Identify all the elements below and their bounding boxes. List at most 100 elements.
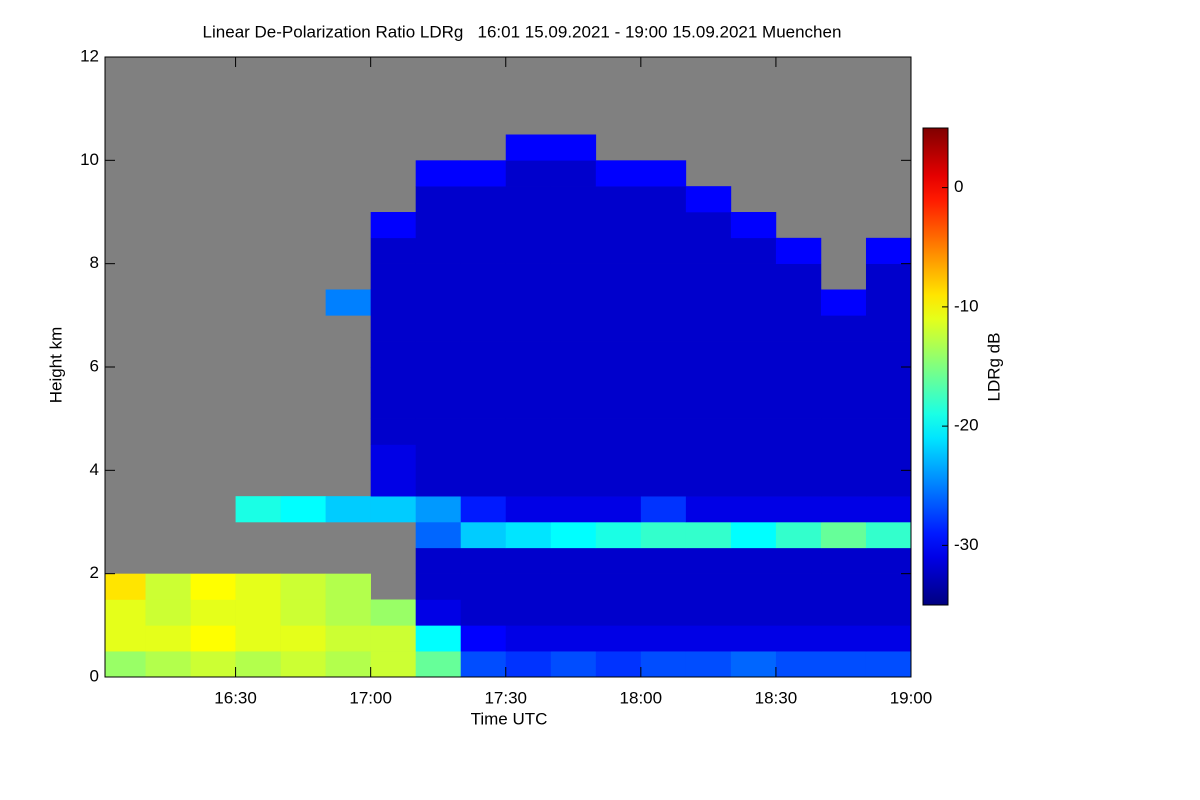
- heat-cell: [595, 444, 642, 471]
- heat-cell: [460, 289, 507, 316]
- heat-cell: [105, 599, 146, 626]
- heat-cell: [775, 547, 822, 574]
- heat-cell: [820, 470, 867, 497]
- heat-cell: [865, 418, 912, 445]
- colorbar-tick-label: -20: [954, 416, 979, 435]
- x-tick-label: 18:30: [755, 688, 798, 707]
- heat-cell: [640, 392, 687, 419]
- heat-cell: [190, 625, 236, 652]
- heat-cell: [415, 341, 462, 368]
- heat-cell: [595, 367, 642, 394]
- heat-cell: [550, 212, 597, 239]
- heat-cell: [550, 392, 597, 419]
- heat-cell: [370, 212, 416, 239]
- heat-cell: [865, 651, 912, 678]
- heat-cell: [640, 625, 687, 652]
- heat-cell: [640, 573, 687, 600]
- heat-cell: [550, 418, 597, 445]
- heat-cell: [685, 573, 732, 600]
- heat-cell: [730, 263, 777, 290]
- heat-cell: [865, 263, 912, 290]
- heat-cell: [685, 418, 732, 445]
- heat-cell: [775, 470, 822, 497]
- colorbar-tick-label: 0: [954, 177, 963, 196]
- heat-cell: [775, 573, 822, 600]
- heat-cell: [595, 418, 642, 445]
- heat-cell: [460, 315, 507, 342]
- heat-cell: [460, 237, 507, 264]
- heat-cell: [550, 625, 597, 652]
- heat-cell: [730, 522, 777, 549]
- heat-cell: [685, 367, 732, 394]
- heat-cell: [550, 315, 597, 342]
- heat-cell: [505, 625, 552, 652]
- heat-cell: [865, 444, 912, 471]
- heat-cell: [595, 212, 642, 239]
- heat-cell: [505, 315, 552, 342]
- heat-cell: [415, 470, 462, 497]
- heat-cell: [640, 470, 687, 497]
- heat-cell: [775, 315, 822, 342]
- heat-cell: [595, 496, 642, 523]
- heat-cell: [595, 341, 642, 368]
- heat-cell: [550, 522, 597, 549]
- x-tick-label: 19:00: [890, 688, 933, 707]
- heat-cell: [460, 522, 507, 549]
- heat-cell: [865, 289, 912, 316]
- heat-cell: [595, 625, 642, 652]
- heat-cell: [145, 599, 191, 626]
- heat-cell: [550, 470, 597, 497]
- heat-cell: [145, 625, 191, 652]
- heat-cell: [550, 573, 597, 600]
- y-tick-label: 8: [90, 253, 99, 272]
- heat-cell: [325, 496, 371, 523]
- x-tick-label: 16:30: [214, 688, 257, 707]
- heat-cell: [820, 651, 867, 678]
- heat-cell: [550, 134, 597, 161]
- heat-cell: [505, 547, 552, 574]
- heat-cell: [280, 625, 326, 652]
- heat-cell: [505, 289, 552, 316]
- heat-cell: [550, 341, 597, 368]
- heat-cell: [775, 263, 822, 290]
- y-tick-label: 4: [90, 460, 99, 479]
- heat-cell: [820, 444, 867, 471]
- heat-cell: [460, 599, 507, 626]
- heat-cell: [370, 651, 416, 678]
- heat-cell: [685, 212, 732, 239]
- y-axis-label: Height km: [46, 327, 65, 404]
- heat-cell: [105, 651, 146, 678]
- heat-cell: [415, 212, 462, 239]
- heat-cell: [550, 444, 597, 471]
- heat-cell: [505, 599, 552, 626]
- heat-cell: [235, 573, 281, 600]
- heat-cell: [370, 599, 416, 626]
- heat-cell: [820, 392, 867, 419]
- colorbar-tick-label: -10: [954, 296, 979, 315]
- colorbar: [922, 127, 949, 606]
- heat-cell: [865, 547, 912, 574]
- heat-cell: [505, 263, 552, 290]
- heat-cell: [640, 367, 687, 394]
- heat-cell: [595, 263, 642, 290]
- heat-cell: [685, 496, 732, 523]
- heat-cell: [415, 651, 462, 678]
- heat-cell: [505, 444, 552, 471]
- heat-cell: [775, 289, 822, 316]
- heat-cell: [415, 547, 462, 574]
- heat-cell: [640, 418, 687, 445]
- heat-cell: [640, 315, 687, 342]
- heat-cell: [685, 392, 732, 419]
- heat-cell: [685, 444, 732, 471]
- heat-cell: [595, 651, 642, 678]
- heat-cell: [595, 392, 642, 419]
- heat-cell: [145, 651, 191, 678]
- heat-cell: [820, 289, 867, 316]
- heat-cell: [415, 625, 462, 652]
- heat-cell: [505, 470, 552, 497]
- heat-cell: [865, 573, 912, 600]
- x-axis-label: Time UTC: [471, 709, 548, 728]
- heat-cell: [415, 599, 462, 626]
- heat-cell: [415, 263, 462, 290]
